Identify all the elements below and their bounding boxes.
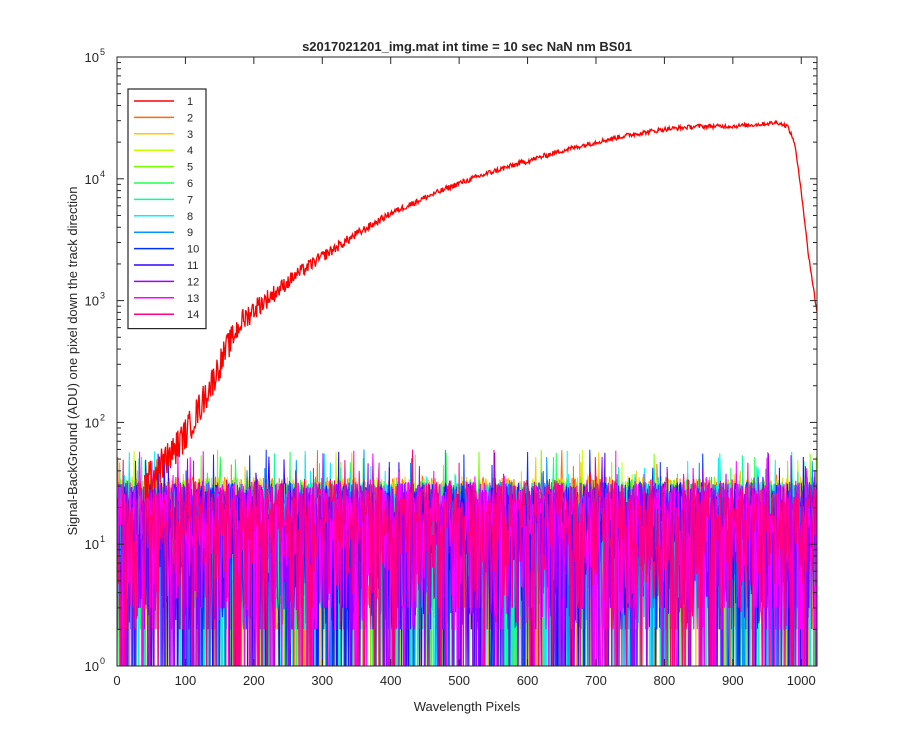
y-tick-exponent: 2 <box>100 412 105 422</box>
series-14-line <box>117 449 817 666</box>
x-tick-label: 0 <box>113 673 120 688</box>
x-tick-label: 300 <box>311 673 333 688</box>
x-tick-label: 200 <box>243 673 265 688</box>
legend-label: 11 <box>187 260 198 272</box>
y-tick-label: 10 <box>85 537 99 552</box>
y-tick-label: 10 <box>85 294 99 309</box>
legend-label: 8 <box>187 211 193 223</box>
legend-label: 12 <box>187 276 199 288</box>
plot-frame <box>116 56 818 667</box>
series-1-line <box>143 119 817 500</box>
series-12-line <box>117 453 817 666</box>
x-tick-label: 600 <box>517 673 539 688</box>
y-tick-exponent: 4 <box>100 169 105 179</box>
y-tick-exponent: 0 <box>100 656 105 666</box>
legend-label: 1 <box>187 96 193 108</box>
x-axis-label: Wavelength Pixels <box>414 699 521 714</box>
x-tick-label: 1000 <box>787 673 816 688</box>
legend-label: 9 <box>187 227 193 239</box>
x-tick-label: 900 <box>722 673 744 688</box>
legend-label: 4 <box>187 145 193 157</box>
y-axis-label: Signal-BackGround (ADU) one pixel down t… <box>65 186 80 535</box>
y-tick-label: 10 <box>85 415 99 430</box>
legend-label: 13 <box>187 293 199 305</box>
legend-label: 2 <box>187 112 193 124</box>
legend-label: 10 <box>187 244 199 256</box>
y-tick-label: 10 <box>85 50 99 65</box>
y-tick-exponent: 5 <box>100 47 105 57</box>
y-tick-exponent: 3 <box>100 291 105 301</box>
legend-label: 6 <box>187 178 193 190</box>
series-layer <box>117 119 817 666</box>
legend-box <box>127 88 207 330</box>
chart-title: s2017021201_img.mat int time = 10 sec Na… <box>302 39 632 54</box>
legend-label: 14 <box>187 309 199 321</box>
y-tick-label: 10 <box>85 659 99 674</box>
x-tick-label: 800 <box>654 673 676 688</box>
x-tick-label: 100 <box>175 673 197 688</box>
y-tick-label: 10 <box>85 172 99 187</box>
x-tick-label: 400 <box>380 673 402 688</box>
x-tick-label: 700 <box>585 673 607 688</box>
legend-label: 3 <box>187 129 193 141</box>
legend-label: 7 <box>187 194 193 206</box>
x-tick-label: 500 <box>448 673 470 688</box>
y-tick-exponent: 1 <box>100 534 105 544</box>
legend-label: 5 <box>187 162 193 174</box>
